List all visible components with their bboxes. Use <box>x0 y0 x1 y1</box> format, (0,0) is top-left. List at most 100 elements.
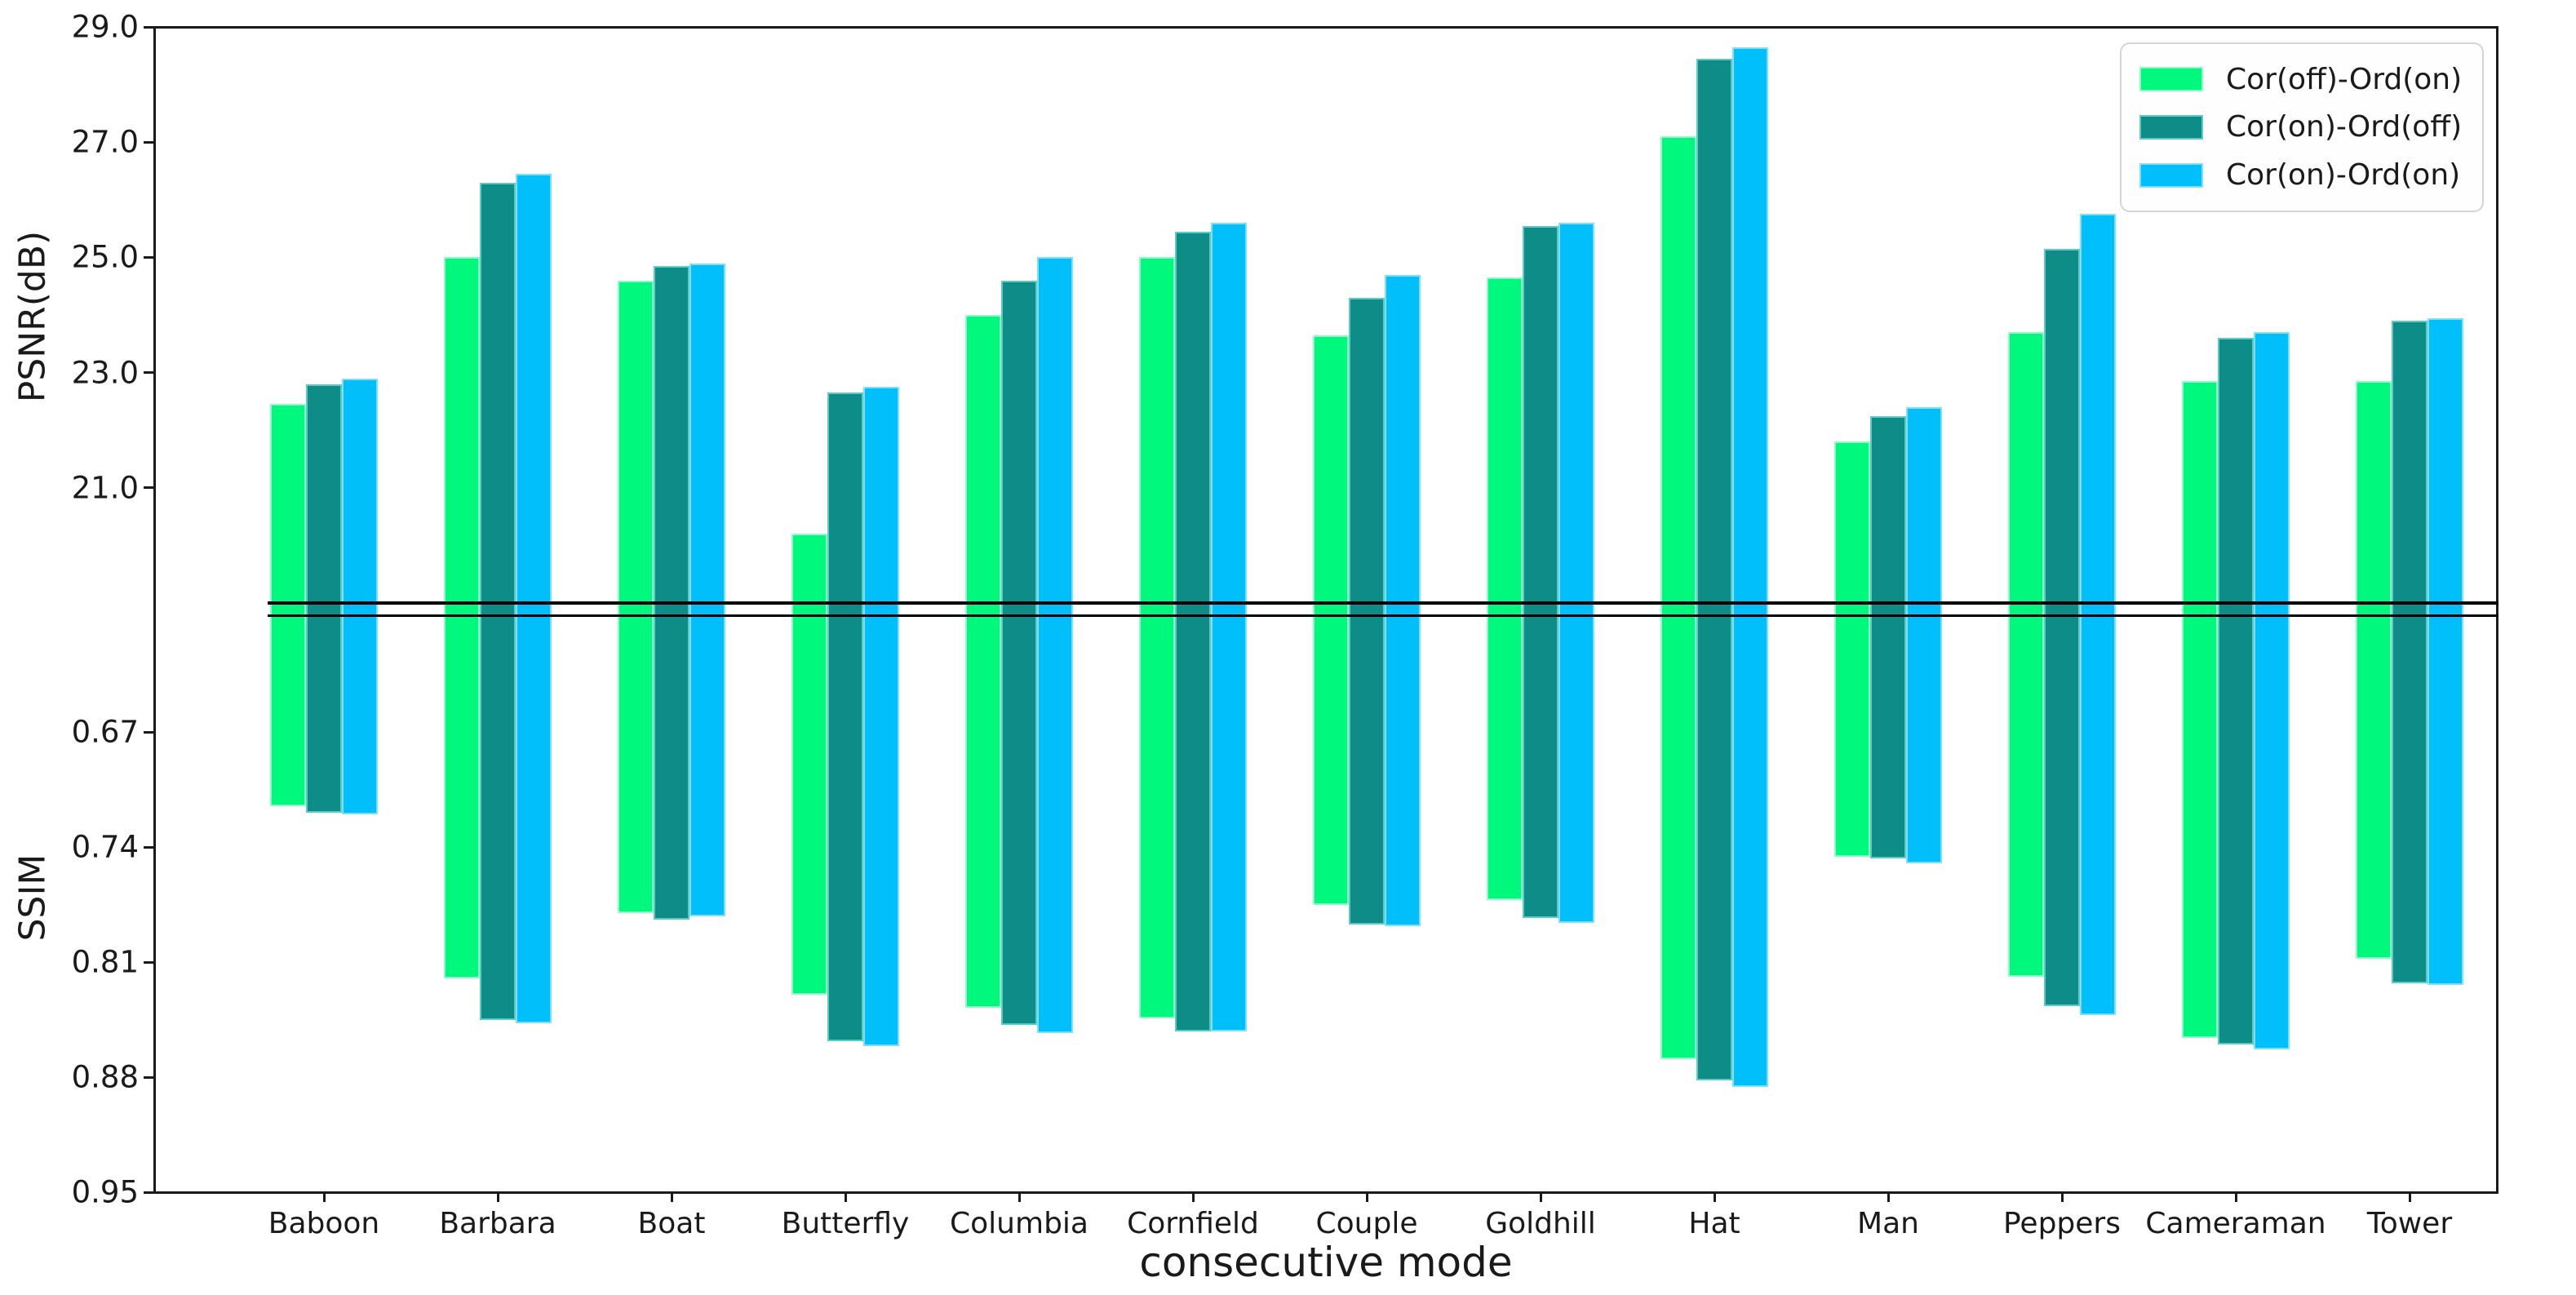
ssim-bar-baboon <box>270 617 306 806</box>
legend-row: Cor(on)-Ord(off) <box>2139 110 2464 144</box>
ssim-bar-couple <box>1349 617 1385 925</box>
x-tick-label: Butterfly <box>781 1207 910 1240</box>
legend-swatch-icon <box>2139 114 2203 140</box>
psnr-bar-columbia <box>965 315 1001 617</box>
ssim-bar-tower <box>2392 617 2427 984</box>
ssim-bar-barbara <box>444 617 480 979</box>
ssim-bar-barbara <box>516 617 552 1023</box>
bottom-spine <box>153 1191 2498 1194</box>
x-tick-label: Cameraman <box>2145 1207 2326 1240</box>
ssim-bar-peppers <box>2044 617 2080 1007</box>
x-tick-mark <box>1539 1192 1542 1202</box>
ssim-bar-peppers <box>2008 617 2044 978</box>
ssim-bar-cameraman <box>2182 617 2218 1038</box>
top-spine <box>153 26 2498 29</box>
x-tick-mark <box>1713 1192 1716 1202</box>
legend-row: Cor(on)-Ord(on) <box>2139 158 2464 192</box>
psnr-bar-hat <box>1696 58 1732 617</box>
ssim-tick-label: 0.81 <box>71 944 139 980</box>
x-tick-label: Man <box>1857 1207 1919 1240</box>
psnr-bar-couple <box>1349 297 1385 617</box>
psnr-bar-boat <box>618 280 654 617</box>
psnr-bar-baboon <box>342 378 378 617</box>
psnr-bar-couple <box>1313 335 1349 617</box>
psnr-bar-tower <box>2392 321 2427 617</box>
psnr-bar-goldhill <box>1523 225 1558 617</box>
left-spine <box>153 26 156 1194</box>
ssim-bar-tower <box>2356 617 2392 959</box>
psnr-bar-peppers <box>2044 248 2080 617</box>
psnr-bar-peppers <box>2008 332 2044 617</box>
panel-separator-line-upper <box>268 601 2498 605</box>
psnr-bar-man <box>1906 407 1942 617</box>
x-tick-mark <box>844 1192 847 1202</box>
psnr-tick-label: 25.0 <box>71 239 139 275</box>
x-tick-mark <box>1018 1192 1021 1202</box>
legend-label: Cor(off)-Ord(on) <box>2226 62 2463 96</box>
psnr-bar-hat <box>1732 47 1768 617</box>
panel-separator-line-lower <box>268 614 2498 617</box>
y-axis-label-ssim: SSIM <box>11 854 54 942</box>
ssim-bar-tower <box>2427 617 2463 986</box>
psnr-bar-butterfly <box>863 387 899 618</box>
ssim-tick-mark <box>144 1075 155 1079</box>
psnr-tick-label: 23.0 <box>71 355 139 391</box>
ssim-bar-couple <box>1385 617 1421 926</box>
ssim-tick-label: 0.74 <box>71 829 139 865</box>
psnr-bar-cornfield <box>1139 257 1175 617</box>
x-tick-mark <box>1191 1192 1195 1202</box>
legend: Cor(off)-Ord(on) Cor(on)-Ord(off) Cor(on)-… <box>2120 42 2484 212</box>
psnr-tick-label: 29.0 <box>71 9 139 45</box>
ssim-tick-mark <box>144 1191 155 1194</box>
x-tick-mark <box>2234 1192 2237 1202</box>
x-tick-mark <box>322 1192 326 1202</box>
psnr-bar-man <box>1870 415 1906 617</box>
psnr-bar-cameraman <box>2254 332 2290 617</box>
psnr-tick-mark <box>144 140 155 144</box>
psnr-bar-cornfield <box>1211 223 1247 617</box>
ssim-bar-man <box>1834 617 1870 858</box>
ssim-bar-baboon <box>342 617 378 814</box>
ssim-tick-mark <box>144 730 155 734</box>
psnr-bar-columbia <box>1001 280 1037 617</box>
x-tick-label: Barbara <box>439 1207 556 1240</box>
ssim-bar-cornfield <box>1175 617 1211 1031</box>
ssim-tick-mark <box>144 960 155 964</box>
psnr-bar-baboon <box>270 404 306 617</box>
psnr-tick-label: 21.0 <box>71 470 139 506</box>
ssim-bar-boat <box>654 617 689 920</box>
right-spine <box>2496 26 2498 1194</box>
x-tick-mark <box>2060 1192 2064 1202</box>
x-tick-label: Columbia <box>950 1207 1088 1240</box>
x-tick-label: Couple <box>1315 1207 1418 1240</box>
legend-label: Cor(on)-Ord(on) <box>2226 158 2461 193</box>
psnr-bar-cameraman <box>2218 338 2254 617</box>
y-axis-label-psnr: PSNR(dB) <box>11 230 54 403</box>
psnr-bar-butterfly <box>827 392 863 617</box>
ssim-bar-couple <box>1313 617 1349 905</box>
psnr-tick-mark <box>144 25 155 29</box>
legend-swatch-icon <box>2139 162 2203 188</box>
psnr-bar-peppers <box>2080 214 2116 617</box>
ssim-bar-boat <box>618 617 654 913</box>
ssim-bar-cameraman <box>2254 617 2290 1049</box>
ssim-bar-barbara <box>480 617 516 1020</box>
x-tick-label: Peppers <box>2003 1207 2121 1240</box>
x-tick-mark <box>1365 1192 1368 1202</box>
legend-row: Cor(off)-Ord(on) <box>2139 63 2464 96</box>
ssim-tick-mark <box>144 845 155 849</box>
x-axis-label: consecutive mode <box>1139 1239 1513 1286</box>
x-tick-mark <box>670 1192 673 1202</box>
ssim-bar-boat <box>689 617 725 916</box>
psnr-bar-columbia <box>1037 257 1073 617</box>
ssim-bar-butterfly <box>791 617 827 996</box>
ssim-bar-baboon <box>306 617 342 813</box>
x-tick-mark <box>1887 1192 1890 1202</box>
ssim-tick-label: 0.88 <box>71 1059 139 1095</box>
psnr-tick-mark <box>144 486 155 490</box>
psnr-bar-couple <box>1385 274 1421 617</box>
psnr-bar-barbara <box>480 182 516 617</box>
x-tick-label: Boat <box>637 1207 706 1240</box>
